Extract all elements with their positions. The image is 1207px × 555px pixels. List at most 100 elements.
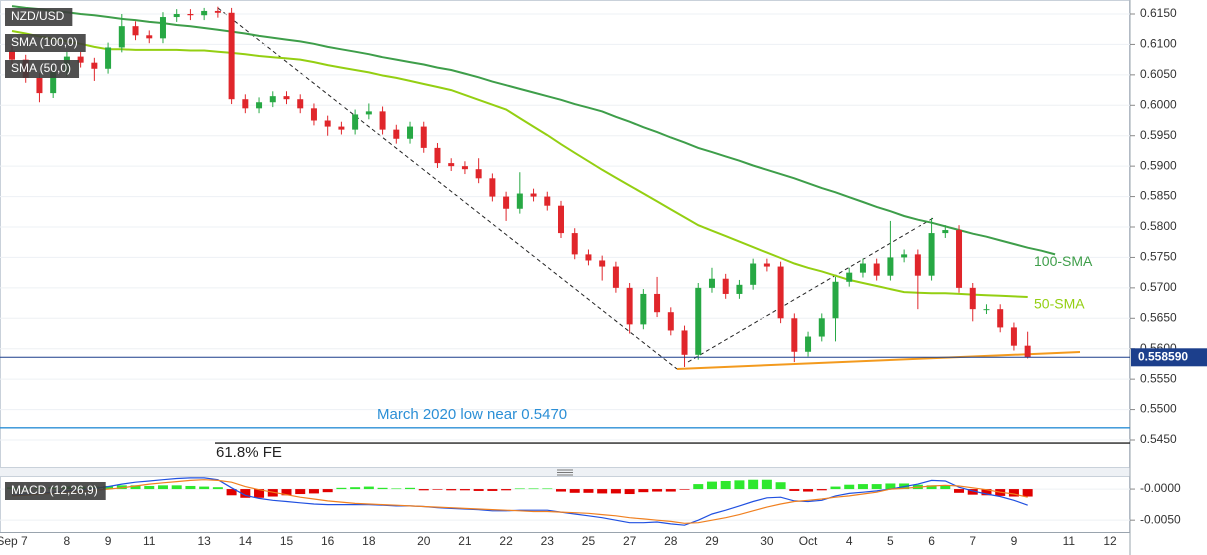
x-tick-label: 12 bbox=[1103, 534, 1117, 548]
x-tick-label: Oct bbox=[799, 534, 818, 548]
x-tick-label: 18 bbox=[362, 534, 376, 548]
y-tick-label: -0.0000 bbox=[1140, 481, 1181, 495]
y-tick-label: 0.6050 bbox=[1140, 67, 1177, 81]
support-line bbox=[676, 351, 1081, 370]
macd-histogram-bar bbox=[212, 487, 223, 490]
macd-histogram-bar bbox=[638, 489, 649, 493]
macd-histogram-bar bbox=[761, 479, 772, 490]
candle-body bbox=[708, 278, 715, 288]
x-tick-label: 11 bbox=[1063, 534, 1076, 548]
candle-body bbox=[379, 111, 386, 130]
macd-histogram-bar bbox=[940, 485, 951, 490]
candle-body bbox=[475, 169, 482, 179]
candle-body bbox=[146, 35, 153, 39]
candle-body bbox=[599, 260, 606, 267]
y-tick-label: 0.6100 bbox=[1140, 37, 1177, 51]
legend-box bbox=[5, 34, 86, 52]
macd-histogram-bar bbox=[816, 489, 827, 491]
macd-histogram-bar bbox=[295, 489, 306, 495]
macd-histogram-bar bbox=[514, 488, 525, 490]
trend-line bbox=[687, 216, 936, 363]
candle-body bbox=[461, 166, 468, 170]
candle-body bbox=[983, 309, 990, 311]
candle-body bbox=[9, 50, 15, 60]
candle-body bbox=[873, 263, 880, 276]
candle-body bbox=[201, 10, 208, 16]
x-tick-label: 9 bbox=[1011, 534, 1018, 548]
candle-body bbox=[118, 26, 125, 48]
last-price-label: 0.558590 bbox=[1138, 349, 1188, 363]
candle-body bbox=[420, 126, 427, 148]
macd-histogram-bar bbox=[885, 483, 896, 490]
macd-histogram-bar bbox=[706, 481, 717, 490]
candle-body bbox=[283, 96, 290, 100]
candle-body bbox=[91, 62, 98, 69]
reference-label: March 2020 low near 0.5470 bbox=[377, 406, 567, 423]
candle-body bbox=[612, 266, 619, 288]
candle-body bbox=[736, 284, 743, 294]
candle-body bbox=[1010, 327, 1017, 346]
legend-label: SMA (100,0) bbox=[11, 35, 78, 49]
macd-histogram-bar bbox=[844, 484, 855, 490]
candle-body bbox=[887, 257, 894, 276]
candle-body bbox=[393, 129, 400, 139]
macd-histogram-bar bbox=[501, 489, 512, 491]
candle-body bbox=[530, 193, 537, 197]
candle-body bbox=[105, 47, 112, 69]
candle-body bbox=[750, 263, 757, 285]
y-tick-label: -0.0050 bbox=[1140, 512, 1181, 526]
candle-body bbox=[489, 178, 496, 197]
macd-histogram-bar bbox=[171, 485, 182, 490]
candle-body bbox=[777, 266, 784, 319]
macd-histogram-bar bbox=[610, 489, 621, 494]
macd-histogram-bar bbox=[144, 485, 155, 490]
macd-histogram-bar bbox=[432, 489, 443, 490]
candle-body bbox=[365, 111, 372, 115]
y-tick-label: 0.6150 bbox=[1140, 6, 1177, 20]
x-tick-label: 15 bbox=[280, 534, 294, 548]
candle-body bbox=[846, 272, 853, 282]
macd-line bbox=[11, 479, 1028, 524]
legend-label: SMA (50,0) bbox=[11, 61, 71, 75]
candle-body bbox=[297, 99, 304, 109]
candle-body bbox=[214, 10, 221, 13]
x-tick-label: 20 bbox=[417, 534, 431, 548]
candle-body bbox=[228, 12, 235, 100]
candle-body bbox=[791, 318, 798, 352]
candle-body bbox=[901, 254, 908, 258]
candle-body bbox=[914, 254, 921, 276]
x-tick-label: Sep 7 bbox=[0, 534, 28, 548]
candle-body bbox=[722, 278, 729, 294]
candle-body bbox=[571, 233, 578, 255]
macd-histogram-bar bbox=[981, 489, 992, 496]
macd-histogram-bar bbox=[185, 485, 196, 490]
macd-histogram-bar bbox=[103, 485, 114, 490]
x-tick-label: 11 bbox=[143, 534, 156, 548]
y-tick-label: 0.5700 bbox=[1140, 280, 1177, 294]
candle-body bbox=[1024, 345, 1031, 358]
candle-body bbox=[310, 108, 317, 121]
macd-histogram-bar bbox=[157, 485, 168, 490]
macd-histogram-bar bbox=[1008, 489, 1019, 497]
macd-histogram-bar bbox=[1022, 489, 1033, 497]
macd-histogram-bar bbox=[624, 489, 635, 495]
candle-body bbox=[818, 318, 825, 337]
candle-body bbox=[667, 312, 674, 331]
macd-histogram-bar bbox=[597, 489, 608, 494]
macd-histogram-bar bbox=[226, 489, 237, 496]
macd-histogram-bar bbox=[748, 479, 759, 490]
macd-histogram-bar bbox=[734, 480, 745, 490]
y-tick-label: 0.6000 bbox=[1140, 97, 1177, 111]
sma-line bbox=[11, 5, 1056, 256]
macd-histogram-bar bbox=[556, 489, 566, 492]
x-tick-label: 30 bbox=[760, 534, 774, 548]
macd-histogram-bar bbox=[240, 489, 251, 498]
candle-body bbox=[36, 77, 43, 94]
y-tick-label: 0.5950 bbox=[1140, 128, 1177, 142]
candle-body bbox=[558, 205, 564, 234]
legend-box bbox=[5, 8, 73, 26]
macd-histogram-bar bbox=[418, 489, 429, 491]
macd-histogram-bar bbox=[130, 485, 141, 490]
